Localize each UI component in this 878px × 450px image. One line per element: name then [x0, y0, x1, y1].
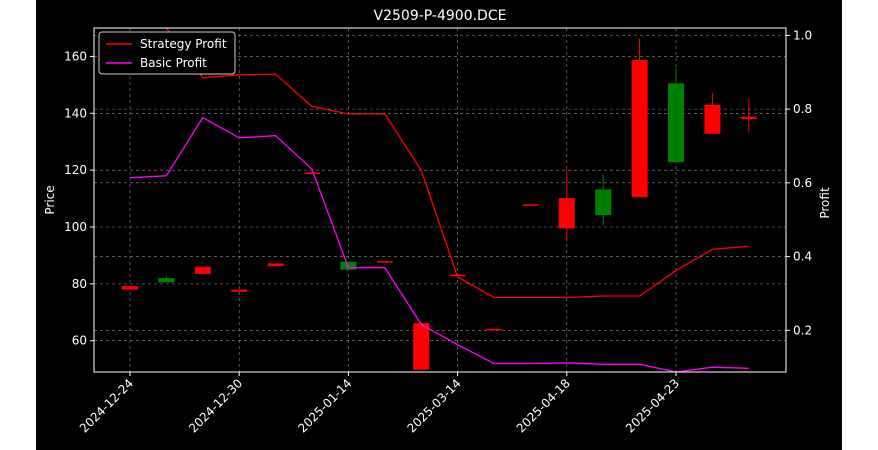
candle-body — [122, 286, 138, 290]
candle-body — [740, 116, 757, 119]
right-axis: 0.2 0.4 0.6 0.8 1.0 — [786, 28, 812, 337]
candle-body — [194, 266, 211, 274]
candle-body — [158, 278, 175, 283]
y2-tick-label: 0.6 — [793, 176, 812, 190]
candle-body — [340, 261, 357, 270]
basic-profit-line — [129, 116, 749, 372]
y-tick-label: 80 — [72, 277, 87, 291]
y2-tick-label: 0.2 — [793, 323, 812, 337]
legend: Strategy Profit Basic Profit — [98, 31, 236, 75]
candle-body — [631, 59, 648, 198]
candle-body — [704, 104, 721, 134]
candle-body — [486, 328, 502, 331]
candle-body — [267, 263, 284, 267]
candle-body — [668, 83, 684, 163]
y2-axis-label: Profit — [818, 187, 832, 219]
profit-lines — [129, 28, 749, 372]
legend-box — [98, 31, 236, 75]
strategy-profit-line — [130, 28, 749, 299]
y-tick-label: 60 — [72, 334, 87, 348]
candle-body — [413, 323, 430, 370]
y-axis-label: Price — [43, 185, 57, 214]
candle-body — [304, 172, 320, 174]
y2-tick-label: 1.0 — [793, 28, 812, 42]
legend-label-strategy-profit: Strategy Profit — [140, 37, 227, 51]
candle-body — [558, 198, 575, 229]
candle-body — [522, 204, 539, 206]
y-tick-label: 120 — [64, 163, 87, 177]
y2-tick-label: 0.8 — [793, 102, 812, 116]
figure-background — [36, 0, 842, 450]
left-axis: 60 80 100 120 140 160 — [64, 49, 94, 348]
chart-title: V2509-P-4900.DCE — [374, 8, 507, 24]
y-tick-label: 140 — [64, 106, 87, 120]
legend-label-basic-profit: Basic Profit — [140, 56, 207, 70]
y-tick-label: 100 — [64, 220, 87, 234]
candle-body — [595, 189, 612, 216]
y2-tick-label: 0.4 — [793, 250, 812, 264]
candle-body — [231, 289, 248, 292]
candlesticks — [122, 38, 757, 370]
y-tick-label: 160 — [64, 49, 87, 63]
candle-body — [376, 261, 393, 263]
plot-frame — [93, 27, 787, 373]
